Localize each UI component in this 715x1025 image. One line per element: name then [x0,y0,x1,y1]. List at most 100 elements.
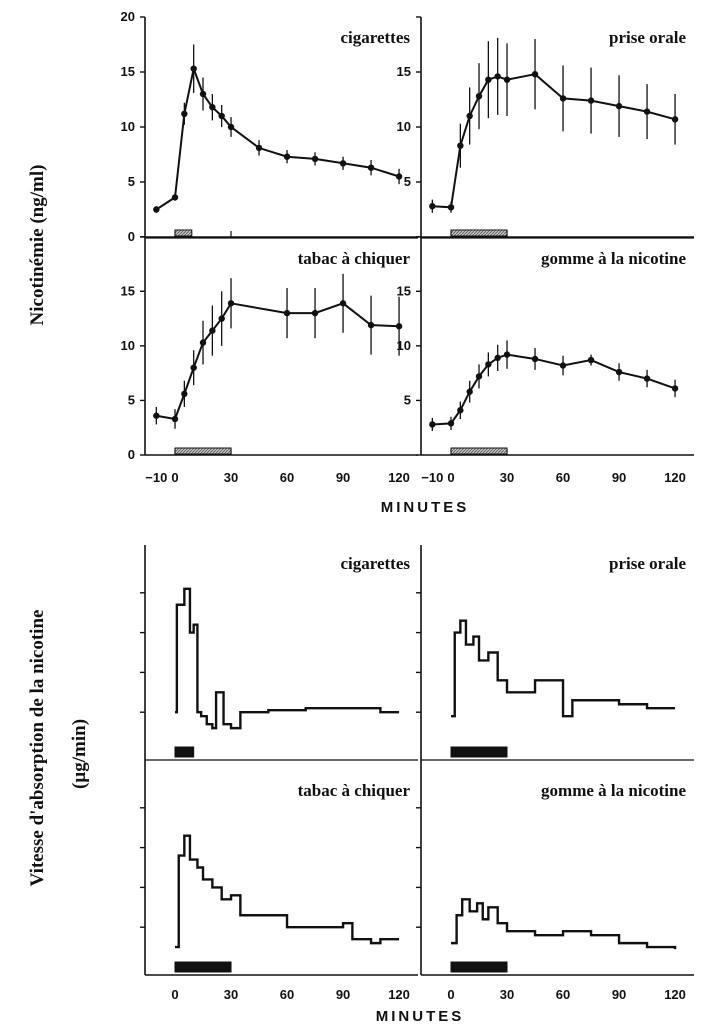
panel-title: prise orale [609,28,686,47]
exposure-bar [174,447,232,455]
exposure-bar [450,961,508,973]
x-tick-label: 30 [224,470,238,485]
data-point [181,390,188,398]
data-point [559,362,567,369]
x-tick-label: 60 [280,470,294,485]
data-point [311,155,319,163]
exposure-bar [174,229,193,237]
x-tick-label: −10 [421,470,443,485]
data-point [457,407,464,414]
panel-gomme-la-nicotine-absorption: gomme à la nicotine 0 30 60 90 120 [416,760,694,1002]
data-point [466,388,473,395]
series-line [175,834,400,949]
data-point [171,194,179,201]
data-point [199,90,207,98]
y-tick-label: 10 [121,338,135,353]
y-tick-label: 10 [397,119,411,134]
y-tick-label: 10 [397,338,411,353]
series-line [156,302,400,421]
panel-title: prise orale [609,554,686,573]
panel-prise-orale-absorption: prise orale [416,545,694,761]
x-tick-label: 30 [224,987,238,1002]
data-point [395,173,403,180]
data-point [587,97,595,104]
panel-gomme-la-nicotine-nicotinemie: 5 10 15 gomme à la nicotine −10 0 30 60 90 120 [397,236,694,485]
data-point [283,309,291,317]
data-point [209,104,216,111]
x-tick-label: 120 [664,987,686,1002]
x-axis-title-top: MINUTES [381,499,470,516]
x-tick-label: −10 [145,470,167,485]
exposure-bar [174,746,195,758]
y-tick-label: 15 [121,283,135,298]
data-point [615,102,623,110]
x-tick-label: 60 [556,470,570,485]
panel-tabac-chiquer-absorption: tabac à chiquer 0 30 60 90 120 [140,760,418,1002]
x-axis-title-bottom: MINUTES [376,1008,465,1025]
panel-cigarettes-absorption: cigarettes [140,545,418,761]
data-point [227,300,235,307]
series-line [451,898,677,950]
data-point [209,327,216,334]
x-tick-label: 60 [556,987,570,1002]
series-line [432,73,676,209]
data-point [367,321,375,329]
panel-title: gomme à la nicotine [541,249,686,268]
plot-area: 0 5 10 15 20 cigarettes 5 10 15 prise orale 0 5 10 15… [121,9,694,1002]
chart-absorption: cigarettes prise orale tabac à chiquer 0 30 6… [140,545,694,1002]
data-point [643,108,651,115]
data-point [503,76,511,83]
panel-tabac-chiquer-nicotinemie: 0 5 10 15 tabac à chiquer −10 0 30 60 90 120 [121,236,418,485]
chart-nicotinemie: 0 5 10 15 20 cigarettes 5 10 15 prise orale 0 5 10 15… [121,9,694,485]
x-tick-label: 120 [388,987,410,1002]
data-point [153,206,160,213]
data-point [339,160,347,167]
data-point [218,112,225,120]
x-tick-label: 90 [336,470,350,485]
data-point [339,300,347,307]
data-point [447,420,455,427]
data-point [531,71,539,78]
x-tick-label: 90 [336,987,350,1002]
y-tick-label: 0 [128,447,135,462]
x-tick-label: 90 [612,470,626,485]
data-point [587,356,595,364]
x-tick-label: 0 [171,987,178,1002]
y-tick-label: 10 [121,119,135,134]
data-point [671,116,679,123]
y-axis-unit-absorption: (µg/min) [69,719,90,789]
x-tick-label: 0 [171,470,178,485]
data-point [153,412,160,419]
data-point [494,73,501,80]
data-point [227,123,235,131]
y-tick-label: 0 [128,229,135,244]
data-point [466,112,473,120]
data-point [181,110,188,118]
y-tick-label: 5 [404,174,411,189]
series-line [155,65,400,211]
x-tick-label: 0 [447,470,454,485]
data-point [485,76,492,83]
data-point [367,164,375,171]
y-axis-title-absorption: Vitesse d'absorption de la nicotine [27,610,48,887]
data-point [494,354,501,362]
x-tick-label: 60 [280,987,294,1002]
data-point [395,323,403,330]
data-point [485,361,492,368]
data-point [531,355,539,363]
data-point [190,65,197,72]
y-axis-title-nicotinemie: Nicotinémie (ng/ml) [27,165,48,326]
data-point [475,373,483,380]
data-point [199,339,207,346]
data-point [457,142,464,149]
data-point [503,351,511,358]
data-point [255,144,263,152]
series-line [451,619,676,718]
series-line [432,353,676,426]
data-point [311,309,319,317]
panel-title: gomme à la nicotine [541,781,686,800]
data-point [671,385,679,392]
y-tick-label: 20 [121,9,135,24]
y-tick-label: 5 [128,174,135,189]
